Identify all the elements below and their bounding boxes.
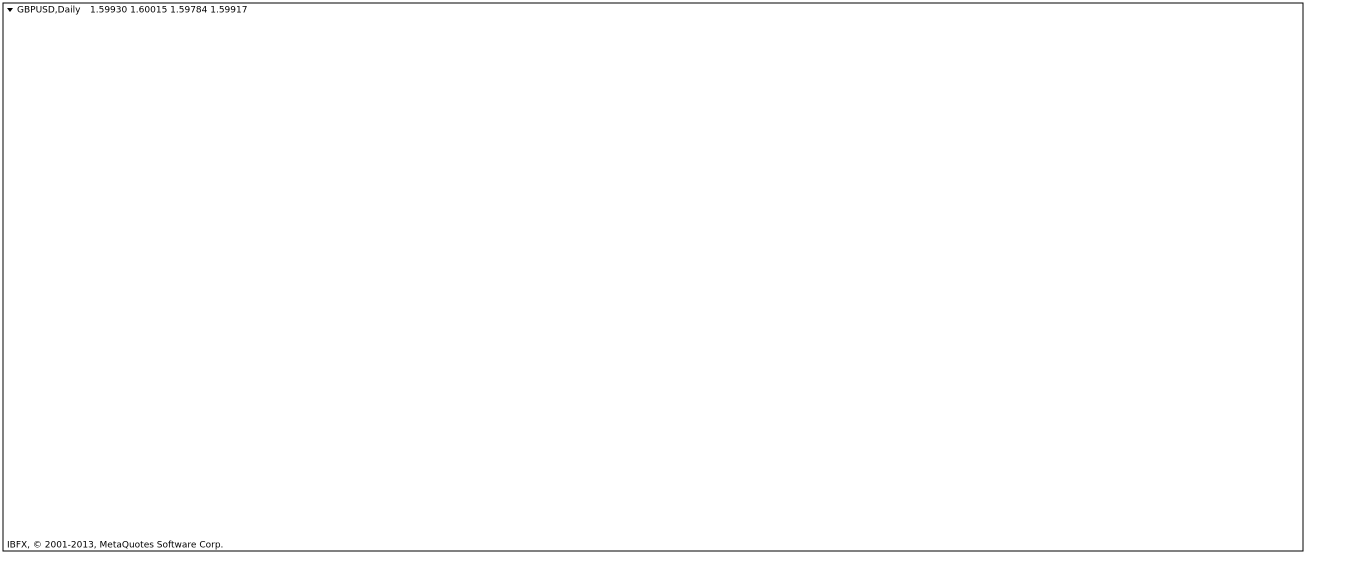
plot-border — [2, 2, 1304, 552]
ohlc-text: 1.59930 1.60015 1.59784 1.59917 — [90, 6, 247, 16]
chart-title: GBPUSD,Daily — [17, 6, 81, 16]
watermark: IBFX, © 2001-2013, MetaQuotes Software C… — [7, 541, 223, 551]
menu-triangle — [7, 8, 13, 12]
